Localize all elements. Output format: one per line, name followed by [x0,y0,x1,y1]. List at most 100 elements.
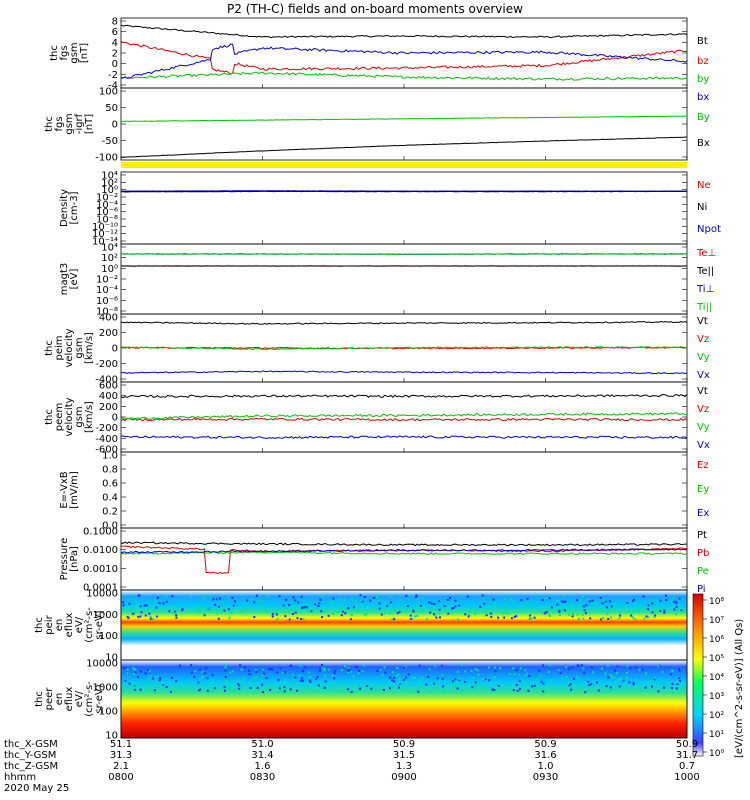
spectrogram-speckle [175,680,178,683]
spectrogram-speckle [295,682,298,684]
spectrogram-speckle [564,600,567,603]
spectrogram-speckle [582,667,585,670]
spectrogram-speckle [456,618,459,621]
spectrogram-speckle [402,679,405,681]
y-axis-label: en [54,619,65,632]
spectrogram-speckle [528,675,531,678]
y-axis-label: thc [34,617,45,633]
series-Bt [120,24,688,39]
y-tick-label: 1.0 [102,451,118,462]
spectrogram-speckle [325,688,328,691]
y-tick-label: -2 [108,70,118,81]
y-tick-label: 10000 [86,659,118,670]
legend-Pi: Pi [697,584,706,595]
spectrogram-speckle [145,683,147,686]
spectrogram-speckle [323,674,326,677]
spectrogram-speckle [518,688,521,691]
spectrogram-speckle [343,599,346,602]
spectrogram-speckle [672,600,675,603]
spectrogram-speckle [390,601,393,604]
series-Pt [120,541,687,547]
y-tick-label: 100 [99,87,118,98]
spectrogram-speckle [458,679,461,682]
spectrogram-speckle [397,673,400,676]
spectrogram-speckle [350,670,353,673]
spectrogram-speckle [298,674,301,677]
y-tick-label: 8 [112,17,118,28]
spectrogram-speckle [134,682,137,685]
spectrogram-speckle [500,685,502,688]
spectrogram-speckle [124,679,127,682]
spectrogram-speckle [622,679,625,682]
spectrogram-speckle [392,671,395,674]
spectrogram-speckle [260,599,263,602]
spectrogram-speckle [572,613,575,616]
spectrogram-speckle [213,598,216,601]
spectrogram-speckle [493,689,496,691]
spectrogram-speckle [355,690,358,693]
spectrogram-speckle [158,679,161,682]
spectrogram-speckle [608,600,611,603]
y-tick-label: 200 [99,328,118,339]
spectrogram-speckle [147,677,150,680]
spectrogram-speckle [216,612,219,615]
spectrogram-speckle [641,668,644,671]
yellow-bar [121,162,687,168]
legend-by: by [697,74,709,85]
spectrogram-speckle [602,617,605,619]
spectrogram-speckle [619,677,622,680]
spectrogram-speckle [206,677,209,680]
spectrogram-speckle [181,608,184,610]
spectrogram-speckle [296,689,298,692]
spectrogram-speckle [340,689,343,692]
spectrogram-speckle [549,606,552,609]
spectrogram-speckle [544,611,547,614]
spectrogram-speckle [512,600,515,603]
spectrogram-speckle [414,615,416,618]
panel-peer-spectrogram: 10000 1000 100 10 thc peer en eflux eV/(cm²-s-sr… [34,659,688,742]
spectrogram-speckle [294,605,297,608]
y-tick-label: 600 [99,381,118,392]
y-axis-label: sr-eV) [94,684,105,713]
spectrogram-speckle [547,671,550,673]
spectrogram-speckle [347,607,350,610]
spectrogram-speckle [561,608,564,611]
spectrogram-speckle [309,675,312,678]
spectrogram-speckle [358,683,361,686]
spectrogram-speckle [480,687,483,690]
spectrogram-speckle [323,667,326,670]
spectrogram-speckle [533,684,536,687]
spectrogram-speckle [431,608,434,611]
spectrogram-speckle [429,611,432,614]
spectrogram-speckle [661,670,664,673]
spectrogram-speckle [159,677,161,680]
series-bx [120,43,688,79]
plot-title: P2 (TH-C) fields and on-board moments ov… [227,2,523,16]
y-tick-label: 10⁴ [101,243,118,254]
legend-bx: bx [697,92,709,103]
spectrogram-speckle [582,605,585,608]
spectrogram-speckle [391,618,394,621]
spectrogram-speckle [494,603,497,606]
spectrogram-speckle [321,595,324,597]
spectrogram-speckle [600,667,603,670]
spectrogram-speckle [238,684,241,687]
y-tick-label: -50 [102,136,118,147]
y-tick-label: 10⁻⁶ [96,207,118,218]
spectrogram-speckle [493,676,496,679]
y-axis-label: magt3 [59,263,70,296]
spectrogram-speckle [664,594,667,597]
spectrogram-speckle [267,686,270,689]
spectrogram-speckle [289,664,292,667]
spectrogram-speckle [559,685,561,688]
spectrogram-speckle [477,682,480,685]
spectrogram-speckle [359,689,362,692]
spectrogram-speckle [347,669,350,672]
spectrogram-speckle [243,607,246,610]
footer-row-label: hhmm [4,772,36,783]
y-axis-label: (cm²-s- [84,607,95,643]
spectrogram-speckle [309,680,312,683]
spectrogram-speckle [623,687,626,690]
spectrogram-speckle [359,594,362,597]
spectrogram-speckle [409,614,412,617]
